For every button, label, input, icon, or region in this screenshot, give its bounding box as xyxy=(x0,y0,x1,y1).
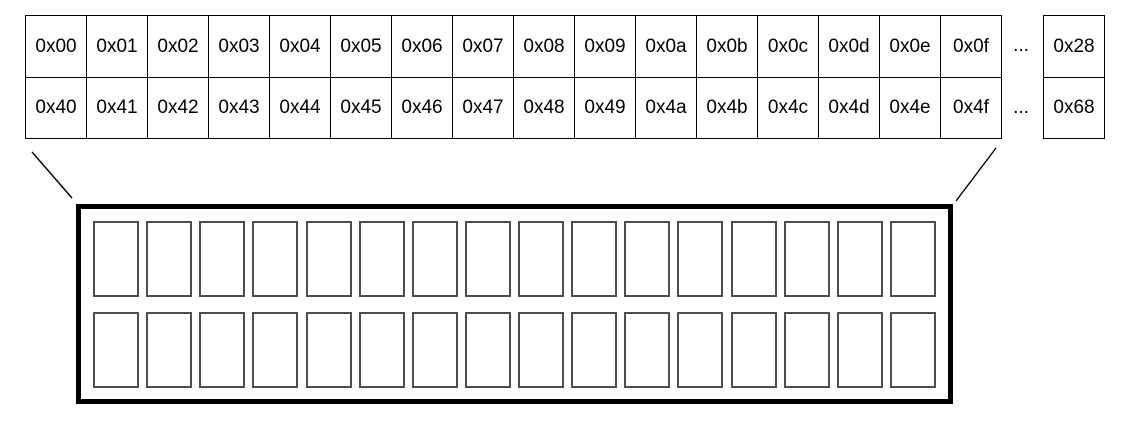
bank-slot xyxy=(93,221,139,297)
bank-slot xyxy=(783,221,830,297)
address-cell: 0x45 xyxy=(331,77,392,139)
bank-slot xyxy=(783,312,830,388)
address-cell: 0x4c xyxy=(758,77,819,139)
address-cell: 0x04 xyxy=(270,16,331,78)
address-cell: 0x0d xyxy=(819,16,880,78)
address-cell: 0x40 xyxy=(26,77,87,139)
bank-row-1 xyxy=(93,312,936,388)
bank-slot xyxy=(464,312,511,388)
address-cell: 0x05 xyxy=(331,16,392,78)
address-cell: 0x49 xyxy=(575,77,636,139)
address-cell: 0x01 xyxy=(87,16,148,78)
address-cell: 0x00 xyxy=(26,16,87,78)
ellipsis-label: ... xyxy=(1013,35,1029,57)
bank-slot xyxy=(199,312,246,388)
bank-slot xyxy=(358,312,405,388)
bank-slot xyxy=(889,221,936,297)
bank-slot xyxy=(730,221,777,297)
connector-line-left xyxy=(31,151,73,199)
address-cell: 0x4d xyxy=(819,77,880,139)
address-cell: 0x41 xyxy=(87,77,148,139)
bank-slot xyxy=(146,221,193,297)
address-cell: 0x4a xyxy=(636,77,697,139)
bank-slot xyxy=(624,221,671,297)
address-cell: 0x09 xyxy=(575,16,636,78)
bank-slot xyxy=(730,312,777,388)
address-cell: 0x4b xyxy=(697,77,758,139)
bank-slot xyxy=(252,312,299,388)
bank-slot xyxy=(358,221,405,297)
bank-slot xyxy=(305,312,352,388)
bank-slot xyxy=(305,221,352,297)
bank-slot xyxy=(624,312,671,388)
address-cell: 0x4e xyxy=(880,77,941,139)
bank-slot xyxy=(518,312,564,388)
address-cell: 0x02 xyxy=(148,16,209,78)
bank-slot xyxy=(836,221,883,297)
address-cell: 0x28 xyxy=(1044,16,1105,78)
bank-slot xyxy=(252,221,299,297)
address-row-0: 0x00 0x01 0x02 0x03 0x04 0x05 0x06 0x07 0x08 0x09… xyxy=(26,16,1002,78)
bank-slot xyxy=(836,312,883,388)
address-cell: 0x0c xyxy=(758,16,819,78)
bank-slot xyxy=(571,221,618,297)
bank-slot xyxy=(411,221,458,297)
address-cell: 0x0b xyxy=(697,16,758,78)
bank-slot xyxy=(677,312,724,388)
bank-slot xyxy=(677,221,724,297)
address-cell: 0x0a xyxy=(636,16,697,78)
bank-slot xyxy=(146,312,193,388)
address-row-1: 0x40 0x41 0x42 0x43 0x44 0x45 0x46 0x47 0x48 0x49… xyxy=(26,77,1002,139)
address-cell: 0x46 xyxy=(392,77,453,139)
address-cell: 0x03 xyxy=(209,16,270,78)
memory-bank-box xyxy=(76,204,953,404)
bank-slot xyxy=(464,221,511,297)
address-cell: 0x07 xyxy=(453,16,514,78)
bank-slot xyxy=(571,312,618,388)
address-table: 0x00 0x01 0x02 0x03 0x04 0x05 0x06 0x07 0x08 0x09… xyxy=(25,15,1002,139)
address-cell: 0x42 xyxy=(148,77,209,139)
bank-slot xyxy=(93,312,139,388)
address-cell: 0x47 xyxy=(453,77,514,139)
overflow-row-1: 0x68 xyxy=(1044,77,1105,139)
bank-row-0 xyxy=(93,221,936,297)
address-cell: 0x44 xyxy=(270,77,331,139)
bank-slot xyxy=(518,221,564,297)
address-cell: 0x4f xyxy=(941,77,1002,139)
address-cell: 0x43 xyxy=(209,77,270,139)
connector-line-right xyxy=(955,147,997,202)
address-cell: 0x0e xyxy=(880,16,941,78)
address-cell: 0x68 xyxy=(1044,77,1105,139)
ellipsis-label: ... xyxy=(1013,96,1029,118)
address-cell: 0x06 xyxy=(392,16,453,78)
overflow-row-0: 0x28 xyxy=(1044,16,1105,78)
address-cell: 0x08 xyxy=(514,16,575,78)
address-cell: 0x0f xyxy=(941,16,1002,78)
bank-slot xyxy=(199,221,246,297)
address-cell: 0x48 xyxy=(514,77,575,139)
ellipsis-column: ...... xyxy=(999,15,1043,138)
overflow-address-table: 0x28 0x68 xyxy=(1043,15,1105,139)
bank-slot xyxy=(889,312,936,388)
bank-slot xyxy=(411,312,458,388)
